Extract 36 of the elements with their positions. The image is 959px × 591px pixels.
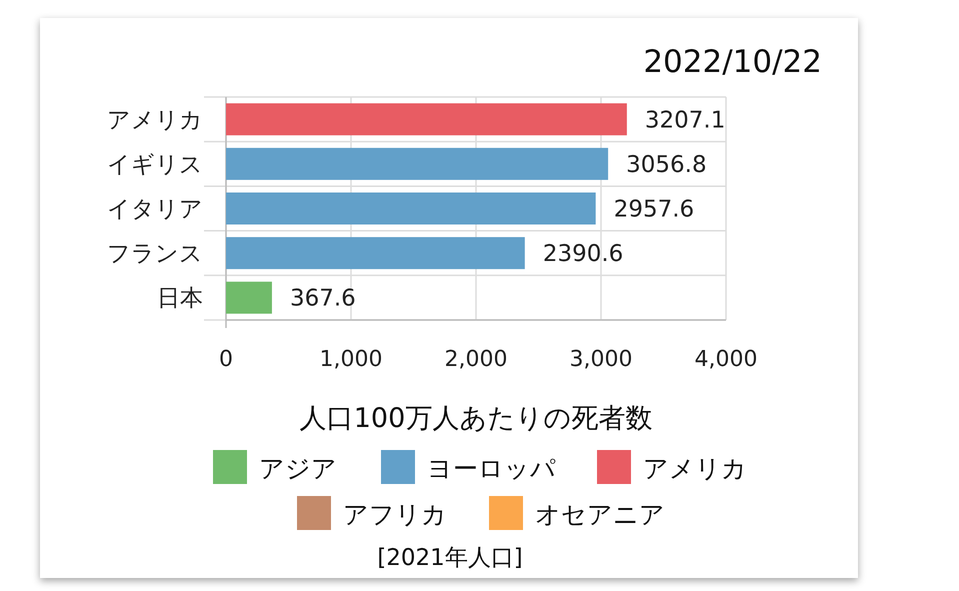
legend-ヨーロッパ: ヨーロッパ [381, 450, 556, 484]
x-tick-label: 0 [219, 347, 233, 372]
アジア: 367.6 [226, 282, 356, 314]
legend-オセアニア: オセアニア [489, 496, 665, 530]
y-tick-label: イタリア [107, 196, 203, 222]
y-tick-label: イギリス [107, 152, 203, 178]
legend-アメリカ: アメリカ [597, 450, 747, 484]
x-tick-label: 3,000 [570, 347, 632, 372]
x-tick-label: 4,000 [694, 347, 758, 372]
data-label: 2390.6 [542, 241, 624, 268]
legend-アフリカ: アフリカ [297, 496, 447, 530]
data-label: 3056.8 [626, 152, 707, 178]
bar [226, 103, 627, 136]
x-tick-label: 1,000 [320, 347, 382, 372]
legend-label: アメリカ [643, 454, 747, 483]
chart-title: 2022/10/22 [643, 44, 822, 80]
bar [226, 282, 272, 314]
x-axis-title: 人口100万人あたりの死者数 [300, 403, 652, 434]
x-tick-label: 2,000 [444, 347, 508, 372]
legend-label: オセアニア [535, 500, 665, 529]
data-label: 3207.1 [644, 107, 726, 134]
bar [226, 237, 525, 270]
text: [2021年人口] [377, 545, 523, 571]
legend-label: アジア [259, 454, 337, 483]
data-label: 2957.6 [614, 196, 694, 222]
y-tick-label: フランス [107, 241, 203, 268]
bar [226, 148, 608, 180]
ヨーロッパ: 3056.8 2957.6 2390.6 [226, 148, 707, 270]
legend-label: アフリカ [343, 500, 447, 529]
data-label: 367.6 [290, 286, 356, 312]
y-tick-label: 日本 [157, 286, 203, 312]
アメリカ: 3207.1 [226, 103, 726, 136]
legend-アジア: アジア [213, 450, 337, 484]
y-tick-label: アメリカ [107, 107, 203, 134]
legend-label: ヨーロッパ [427, 454, 556, 483]
bar [226, 192, 596, 224]
